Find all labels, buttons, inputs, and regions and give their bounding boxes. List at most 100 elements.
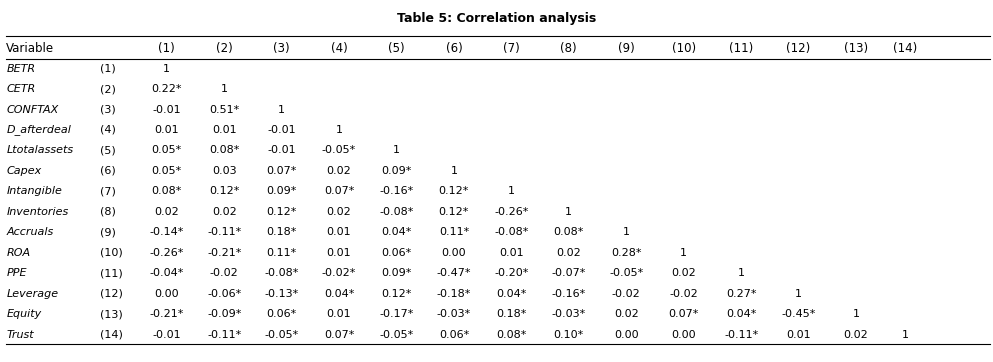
Text: CONFTAX: CONFTAX bbox=[6, 105, 59, 114]
Text: Table 5: Correlation analysis: Table 5: Correlation analysis bbox=[397, 12, 596, 25]
Text: -0.11*: -0.11* bbox=[208, 227, 241, 237]
Text: 1: 1 bbox=[795, 289, 802, 299]
Text: -0.08*: -0.08* bbox=[495, 227, 528, 237]
Text: -0.04*: -0.04* bbox=[150, 268, 184, 278]
Text: 0.00: 0.00 bbox=[614, 330, 638, 340]
Text: 0.22*: 0.22* bbox=[152, 84, 182, 94]
Text: -0.08*: -0.08* bbox=[379, 207, 414, 217]
Text: Intangible: Intangible bbox=[6, 186, 63, 197]
Text: Trust: Trust bbox=[6, 330, 34, 340]
Text: 0.00: 0.00 bbox=[671, 330, 696, 340]
Text: (13): (13) bbox=[100, 309, 123, 319]
Text: (6): (6) bbox=[446, 42, 463, 55]
Text: 0.12*: 0.12* bbox=[439, 186, 469, 197]
Text: (14): (14) bbox=[894, 42, 918, 55]
Text: -0.08*: -0.08* bbox=[264, 268, 299, 278]
Text: -0.01: -0.01 bbox=[267, 146, 296, 155]
Text: -0.03*: -0.03* bbox=[437, 309, 471, 319]
Text: (2): (2) bbox=[215, 42, 232, 55]
Text: Capex: Capex bbox=[6, 166, 42, 176]
Text: -0.14*: -0.14* bbox=[150, 227, 184, 237]
Text: -0.26*: -0.26* bbox=[150, 248, 184, 258]
Text: 0.01: 0.01 bbox=[327, 248, 352, 258]
Text: BETR: BETR bbox=[6, 64, 36, 73]
Text: 0.18*: 0.18* bbox=[496, 309, 526, 319]
Text: 0.06*: 0.06* bbox=[439, 330, 469, 340]
Text: 0.01: 0.01 bbox=[212, 125, 236, 135]
Text: 0.28*: 0.28* bbox=[611, 248, 641, 258]
Text: 0.08*: 0.08* bbox=[152, 186, 182, 197]
Text: 0.02: 0.02 bbox=[212, 207, 236, 217]
Text: 0.09*: 0.09* bbox=[381, 268, 412, 278]
Text: 0.11*: 0.11* bbox=[266, 248, 297, 258]
Text: ROA: ROA bbox=[6, 248, 31, 258]
Text: -0.02*: -0.02* bbox=[322, 268, 356, 278]
Text: (3): (3) bbox=[273, 42, 290, 55]
Text: 0.02: 0.02 bbox=[614, 309, 638, 319]
Text: PPE: PPE bbox=[6, 268, 27, 278]
Text: 0.11*: 0.11* bbox=[439, 227, 469, 237]
Text: (2): (2) bbox=[100, 84, 116, 94]
Text: 0.00: 0.00 bbox=[155, 289, 179, 299]
Text: 0.07*: 0.07* bbox=[266, 166, 297, 176]
Text: Ltotalassets: Ltotalassets bbox=[6, 146, 73, 155]
Text: 0.12*: 0.12* bbox=[381, 289, 412, 299]
Text: (3): (3) bbox=[100, 105, 116, 114]
Text: D_afterdeal: D_afterdeal bbox=[6, 125, 71, 135]
Text: Equity: Equity bbox=[6, 309, 42, 319]
Text: -0.05*: -0.05* bbox=[609, 268, 643, 278]
Text: (1): (1) bbox=[158, 42, 175, 55]
Text: 0.00: 0.00 bbox=[442, 248, 467, 258]
Text: 0.01: 0.01 bbox=[327, 309, 352, 319]
Text: (6): (6) bbox=[100, 166, 116, 176]
Text: -0.13*: -0.13* bbox=[264, 289, 299, 299]
Text: 0.01: 0.01 bbox=[786, 330, 811, 340]
Text: 0.07*: 0.07* bbox=[324, 330, 355, 340]
Text: 0.09*: 0.09* bbox=[266, 186, 297, 197]
Text: (9): (9) bbox=[618, 42, 635, 55]
Text: -0.01: -0.01 bbox=[267, 125, 296, 135]
Text: 0.04*: 0.04* bbox=[726, 309, 757, 319]
Text: 0.18*: 0.18* bbox=[266, 227, 297, 237]
Text: 1: 1 bbox=[393, 146, 400, 155]
Text: -0.16*: -0.16* bbox=[379, 186, 414, 197]
Text: -0.16*: -0.16* bbox=[552, 289, 586, 299]
Text: -0.06*: -0.06* bbox=[208, 289, 241, 299]
Text: 1: 1 bbox=[738, 268, 745, 278]
Text: 0.01: 0.01 bbox=[499, 248, 523, 258]
Text: (13): (13) bbox=[844, 42, 868, 55]
Text: CETR: CETR bbox=[6, 84, 36, 94]
Text: 0.02: 0.02 bbox=[327, 207, 352, 217]
Text: Accruals: Accruals bbox=[6, 227, 54, 237]
Text: (11): (11) bbox=[729, 42, 754, 55]
Text: Variable: Variable bbox=[6, 42, 55, 55]
Text: -0.03*: -0.03* bbox=[552, 309, 586, 319]
Text: (8): (8) bbox=[560, 42, 577, 55]
Text: 1: 1 bbox=[565, 207, 572, 217]
Text: -0.11*: -0.11* bbox=[724, 330, 759, 340]
Text: 0.04*: 0.04* bbox=[381, 227, 412, 237]
Text: 1: 1 bbox=[623, 227, 630, 237]
Text: -0.07*: -0.07* bbox=[551, 268, 586, 278]
Text: -0.11*: -0.11* bbox=[208, 330, 241, 340]
Text: 1: 1 bbox=[278, 105, 285, 114]
Text: 0.02: 0.02 bbox=[671, 268, 696, 278]
Text: 1: 1 bbox=[336, 125, 343, 135]
Text: -0.45*: -0.45* bbox=[781, 309, 815, 319]
Text: (7): (7) bbox=[503, 42, 519, 55]
Text: -0.47*: -0.47* bbox=[437, 268, 471, 278]
Text: 0.05*: 0.05* bbox=[152, 146, 182, 155]
Text: 0.07*: 0.07* bbox=[668, 309, 699, 319]
Text: 0.08*: 0.08* bbox=[496, 330, 526, 340]
Text: 0.03: 0.03 bbox=[212, 166, 236, 176]
Text: -0.02: -0.02 bbox=[612, 289, 640, 299]
Text: Inventories: Inventories bbox=[6, 207, 69, 217]
Text: 0.05*: 0.05* bbox=[152, 166, 182, 176]
Text: 1: 1 bbox=[680, 248, 687, 258]
Text: (4): (4) bbox=[331, 42, 348, 55]
Text: 0.10*: 0.10* bbox=[554, 330, 584, 340]
Text: (10): (10) bbox=[100, 248, 123, 258]
Text: 0.02: 0.02 bbox=[154, 207, 179, 217]
Text: 0.06*: 0.06* bbox=[381, 248, 412, 258]
Text: (4): (4) bbox=[100, 125, 116, 135]
